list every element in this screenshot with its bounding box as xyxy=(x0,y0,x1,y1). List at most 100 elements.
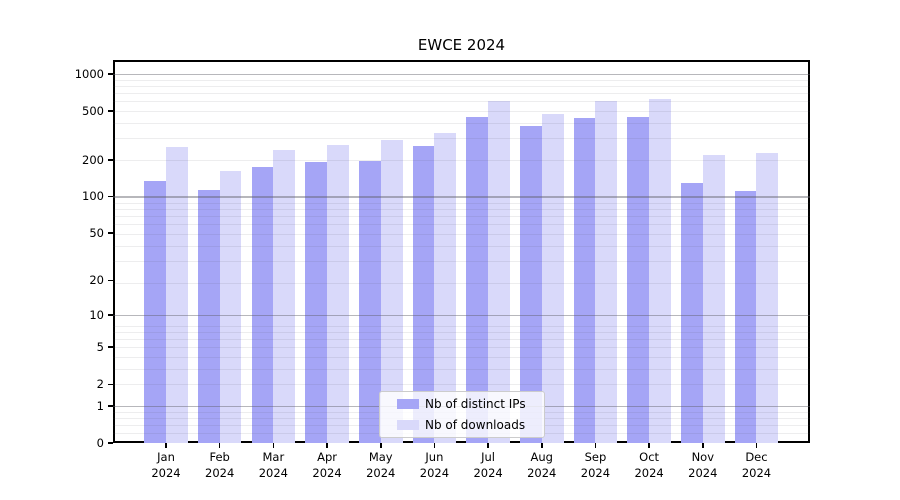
x-tick-mark-may xyxy=(379,443,382,448)
gridline-minor xyxy=(113,101,810,103)
gridline-minor xyxy=(113,234,810,236)
gridline-minor xyxy=(113,224,810,226)
bar-aug-downloads xyxy=(541,114,564,443)
bar-apr-downloads xyxy=(327,144,349,443)
x-tick-label-aug: Aug 2024 xyxy=(527,450,557,480)
x-tick-mark-dec xyxy=(755,443,758,448)
gridline-minor xyxy=(113,347,810,349)
y-tick-label-50: 50 xyxy=(89,225,104,240)
bar-jul-downloads xyxy=(488,100,510,443)
bar-mar-downloads xyxy=(273,149,296,443)
gridline-minor xyxy=(113,93,810,95)
legend-item-distinct-ips: Nb of distinct IPs xyxy=(397,395,544,413)
x-tick-label-mar: Mar 2024 xyxy=(258,450,288,480)
bar-nov-distinct-ips xyxy=(681,183,703,443)
y-tick-mark-20 xyxy=(108,279,113,282)
gridline-minor xyxy=(113,79,810,81)
gridline-minor xyxy=(113,111,810,113)
bar-jan-distinct-ips xyxy=(144,180,166,443)
y-tick-mark-200 xyxy=(108,158,113,161)
x-tick-mark-apr xyxy=(326,443,328,448)
bar-dec-distinct-ips xyxy=(734,190,757,443)
y-tick-label-10: 10 xyxy=(89,307,104,322)
x-tick-mark-oct xyxy=(648,443,650,448)
bar-jun-downloads xyxy=(434,132,457,443)
y-tick-label-200: 200 xyxy=(82,152,104,167)
legend-label-distinct-ips: Nb of distinct IPs xyxy=(425,397,526,411)
bar-sep-distinct-ips xyxy=(573,118,596,443)
bar-aug-distinct-ips xyxy=(519,125,542,443)
bar-apr-distinct-ips xyxy=(305,161,328,443)
gridline-minor xyxy=(113,368,810,370)
x-tick-label-nov: Nov 2024 xyxy=(688,450,718,480)
y-tick-label-1: 1 xyxy=(96,398,104,413)
legend-swatch-distinct-ips xyxy=(397,399,419,409)
gridline-minor xyxy=(113,357,810,359)
legend-swatch-downloads xyxy=(397,420,419,430)
y-tick-mark-100 xyxy=(108,195,113,198)
gridline-minor xyxy=(113,261,810,263)
y-tick-label-100: 100 xyxy=(82,189,104,204)
gridline-minor xyxy=(113,384,810,386)
gridline-major-100 xyxy=(113,196,810,198)
y-tick-label-500: 500 xyxy=(82,103,104,118)
x-tick-label-apr: Apr 2024 xyxy=(312,450,342,480)
gridline-minor xyxy=(113,216,810,218)
y-tick-mark-1000 xyxy=(108,73,113,75)
x-tick-label-oct: Oct 2024 xyxy=(634,450,664,480)
legend-label-downloads: Nb of downloads xyxy=(425,418,526,432)
bar-oct-distinct-ips xyxy=(627,117,650,443)
gridline-minor xyxy=(113,85,810,87)
gridline-major-10 xyxy=(113,314,810,317)
y-tick-label-0: 0 xyxy=(96,436,104,450)
bar-dec-downloads xyxy=(756,152,779,443)
y-tick-label-1000: 1000 xyxy=(74,66,104,81)
gridline-major-1000 xyxy=(113,73,810,76)
bar-may-downloads xyxy=(380,140,403,443)
gridline-minor xyxy=(113,339,810,341)
gridline-minor xyxy=(113,122,810,124)
x-tick-label-sep: Sep 2024 xyxy=(580,450,611,480)
bar-jun-distinct-ips xyxy=(412,145,435,443)
gridline-minor xyxy=(113,282,810,284)
x-tick-mark-nov xyxy=(702,443,704,448)
gridline-minor xyxy=(113,331,810,333)
x-tick-mark-aug xyxy=(540,443,543,448)
y-tick-mark-2 xyxy=(108,383,113,386)
bar-may-distinct-ips xyxy=(358,161,381,443)
y-tick-mark-5 xyxy=(108,346,113,349)
y-tick-label-2: 2 xyxy=(96,377,104,392)
bar-mar-distinct-ips xyxy=(251,167,274,443)
bar-oct-downloads xyxy=(649,99,671,443)
gridline-minor xyxy=(113,138,810,140)
x-tick-mark-sep xyxy=(594,443,597,448)
y-tick-mark-500 xyxy=(108,110,113,112)
bar-feb-downloads xyxy=(219,170,242,443)
y-tick-mark-50 xyxy=(108,232,113,234)
x-tick-mark-jun xyxy=(433,443,436,448)
bar-sep-downloads xyxy=(595,100,618,443)
chart-title: EWCE 2024 xyxy=(417,36,506,54)
y-tick-mark-0 xyxy=(108,442,113,444)
y-tick-label-5: 5 xyxy=(96,340,104,355)
gridline-minor xyxy=(113,159,810,161)
bar-feb-distinct-ips xyxy=(197,190,220,443)
x-tick-mark-jan xyxy=(165,443,167,448)
x-tick-label-jan: Jan 2024 xyxy=(151,450,181,480)
x-tick-label-feb: Feb 2024 xyxy=(205,450,235,480)
x-tick-label-dec: Dec 2024 xyxy=(741,450,772,480)
gridline-minor xyxy=(113,208,810,210)
bar-jul-distinct-ips xyxy=(466,116,489,443)
x-tick-label-may: May 2024 xyxy=(366,450,396,480)
legend: Nb of distinct IPs Nb of downloads xyxy=(379,391,545,438)
x-tick-mark-feb xyxy=(218,443,221,448)
gridline-minor xyxy=(113,325,810,327)
bar-jan-downloads xyxy=(166,146,188,443)
gridline-minor xyxy=(113,202,810,204)
x-tick-label-jul: Jul 2024 xyxy=(473,450,503,480)
x-tick-label-jun: Jun 2024 xyxy=(419,450,450,480)
y-tick-mark-10 xyxy=(108,314,113,316)
y-tick-label-20: 20 xyxy=(89,273,104,288)
y-tick-mark-1 xyxy=(108,405,113,407)
